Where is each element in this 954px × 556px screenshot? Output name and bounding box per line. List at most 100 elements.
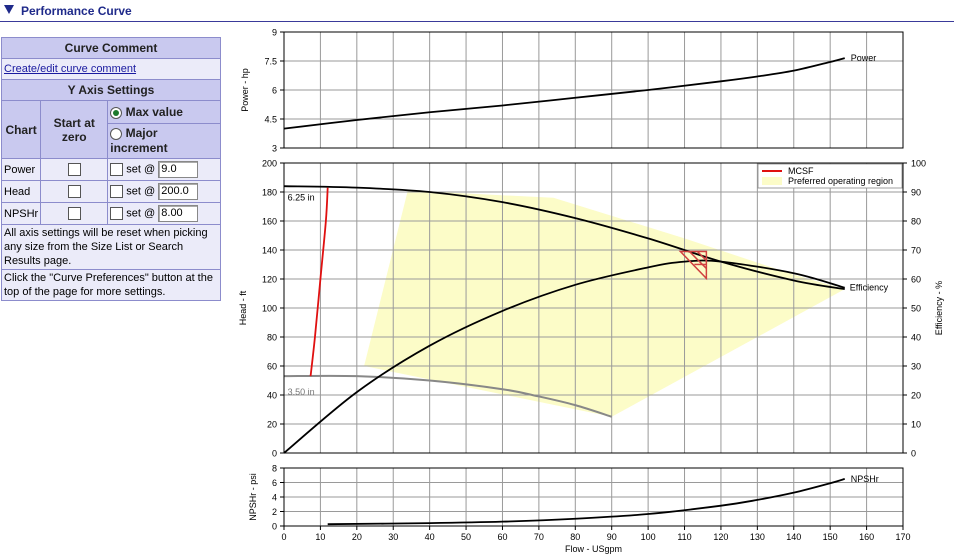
bep-hatch xyxy=(696,250,707,261)
x-tick-label: 40 xyxy=(425,532,435,542)
npshr-y-tick-label: 6 xyxy=(272,478,277,488)
npshr-start-zero-checkbox[interactable] xyxy=(67,207,81,220)
npshr-y-tick-label: 2 xyxy=(272,507,277,517)
edit-comment-link[interactable]: Create/edit curve comment xyxy=(4,63,137,75)
head-start-zero-checkbox[interactable] xyxy=(67,185,81,198)
efficiency-y-tick-label: 100 xyxy=(911,159,926,169)
efficiency-y-tick-label: 20 xyxy=(911,391,921,401)
power-y-tick-label: 4.5 xyxy=(264,115,277,125)
efficiency-axis-title: Efficiency - % xyxy=(934,281,944,335)
x-tick-label: 60 xyxy=(497,532,507,542)
efficiency-y-tick-label: 50 xyxy=(911,304,921,314)
plot-frame-power xyxy=(283,31,904,149)
x-tick-label: 130 xyxy=(750,532,765,542)
efficiency-curve-label: Efficiency xyxy=(850,283,889,293)
collapse-triangle-icon[interactable] xyxy=(4,5,14,14)
efficiency-y-tick-label: 90 xyxy=(911,188,921,198)
bep-triangle-outer xyxy=(678,250,708,281)
head-set-checkbox[interactable] xyxy=(110,185,124,198)
x-tick-label: 20 xyxy=(352,532,362,542)
power-curve xyxy=(283,57,845,130)
max-value-radio[interactable] xyxy=(110,106,123,119)
x-tick-label: 90 xyxy=(607,532,617,542)
grid-panel-npshr xyxy=(284,468,903,526)
label-6-25-in: 6.25 in xyxy=(288,193,315,203)
x-tick-label: 150 xyxy=(823,532,838,542)
row-label-head: Head xyxy=(0,180,42,203)
head-y-tick-label: 80 xyxy=(267,333,277,343)
x-tick-label: 80 xyxy=(570,532,580,542)
x-tick-label: 70 xyxy=(534,532,544,542)
head-y-tick-label: 180 xyxy=(262,188,277,198)
mcsf-line xyxy=(309,187,329,377)
power-y-tick-label: 3 xyxy=(272,144,277,154)
head-y-tick-label: 120 xyxy=(262,275,277,285)
x-tick-label: 110 xyxy=(677,532,691,542)
x-tick-label: 100 xyxy=(641,532,656,542)
npshr-curve-label: NPSHr xyxy=(851,474,879,484)
efficiency-y-tick-label: 40 xyxy=(911,333,921,343)
npshr-value-input[interactable]: 8.00 xyxy=(158,205,199,222)
bep-marker xyxy=(678,250,708,281)
section-header[interactable]: Performance Curve xyxy=(0,0,954,22)
x-axis-title: Flow - USgpm xyxy=(565,544,622,554)
head-y-tick-label: 140 xyxy=(262,246,277,256)
section-title: Performance Curve xyxy=(21,4,132,18)
legend-mcsf-label: MCSF xyxy=(788,166,814,176)
row-label-npshr: NPSHr xyxy=(0,202,42,225)
head-y-tick-label: 200 xyxy=(262,159,277,169)
head-value-input[interactable]: 200.0 xyxy=(158,183,199,200)
start-zero-col-header: Start at zero xyxy=(40,100,109,159)
npshr-curve xyxy=(327,478,845,526)
row-label-power: Power xyxy=(0,158,42,181)
head-y-tick-label: 20 xyxy=(267,420,277,430)
npshr-y-tick-label: 4 xyxy=(272,493,277,503)
power-set-checkbox[interactable] xyxy=(110,163,124,176)
head-axis-title: Head - ft xyxy=(238,290,248,325)
axis-settings-table: Curve Comment Create/edit curve comment … xyxy=(0,37,221,301)
x-tick-label: 0 xyxy=(281,532,286,542)
max-value-option[interactable]: Max value xyxy=(107,100,221,124)
efficiency-y-tick-label: 0 xyxy=(911,449,916,459)
plot-frame-head xyxy=(283,162,904,454)
head-curve-3-50 xyxy=(283,374,613,418)
x-tick-label: 120 xyxy=(713,532,728,542)
major-increment-radio[interactable] xyxy=(110,127,123,140)
power-y-tick-label: 7.5 xyxy=(264,57,277,67)
legend-region-swatch xyxy=(762,177,782,185)
legend-region-label: Preferred operating region xyxy=(788,176,893,186)
preferred-region xyxy=(364,190,845,417)
legend-box xyxy=(757,163,903,189)
grid-panel-head xyxy=(284,163,903,453)
npshr-y-tick-label: 0 xyxy=(272,522,277,532)
npshr-set-checkbox[interactable] xyxy=(110,207,124,220)
preferences-note: Click the "Curve Preferences" button at … xyxy=(1,269,221,301)
efficiency-y-tick-label: 60 xyxy=(911,275,921,285)
bep-hatch xyxy=(688,250,707,269)
major-increment-option[interactable]: Major increment xyxy=(107,123,221,159)
head-y-tick-label: 40 xyxy=(267,391,277,401)
reset-note: All axis settings will be reset when pic… xyxy=(1,224,221,270)
head-y-tick-label: 60 xyxy=(267,362,277,372)
curve-comment-heading: Curve Comment xyxy=(1,37,221,59)
efficiency-y-tick-label: 10 xyxy=(911,420,921,430)
x-tick-label: 30 xyxy=(388,532,398,542)
head-y-tick-label: 100 xyxy=(262,304,277,314)
label-3-50-in: 3.50 in xyxy=(288,387,315,397)
efficiency-y-tick-label: 70 xyxy=(911,246,921,256)
power-start-zero-checkbox[interactable] xyxy=(67,163,81,176)
head-y-tick-label: 160 xyxy=(262,217,277,227)
power-value-input[interactable]: 9.0 xyxy=(158,161,199,178)
power-y-tick-label: 9 xyxy=(272,28,277,38)
x-tick-label: 170 xyxy=(895,532,910,542)
x-tick-label: 50 xyxy=(461,532,471,542)
power-y-tick-label: 6 xyxy=(272,86,277,96)
y-axis-settings-heading: Y Axis Settings xyxy=(1,79,221,101)
power-axis-title: Power - hp xyxy=(240,68,250,112)
plot-frame-npshr xyxy=(283,467,904,527)
efficiency-y-tick-label: 80 xyxy=(911,217,921,227)
chart-col-header: Chart xyxy=(0,100,42,159)
head-curve-6-25 xyxy=(283,185,845,291)
efficiency-curve xyxy=(283,259,845,454)
efficiency-y-tick-label: 30 xyxy=(911,362,921,372)
